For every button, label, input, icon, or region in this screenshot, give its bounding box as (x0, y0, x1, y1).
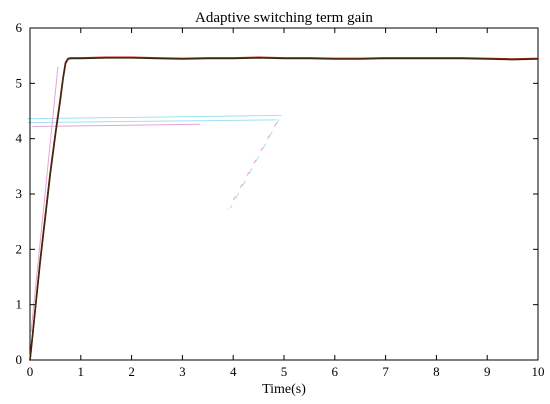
artifact-line (32, 123, 201, 127)
x-tick-label: 5 (281, 364, 288, 379)
x-axis-ticks: 0 1 2 3 4 5 6 7 8 9 10 (27, 28, 545, 379)
artifact-line (27, 119, 277, 124)
y-tick-label: 4 (16, 131, 23, 146)
x-tick-label: 2 (128, 364, 135, 379)
y-tick-label: 6 (16, 20, 23, 35)
x-tick-label: 1 (78, 364, 85, 379)
series-group (29, 56, 539, 361)
x-tick-label: 3 (179, 364, 186, 379)
artifact-line (30, 66, 59, 333)
chart-title: Adaptive switching term gain (195, 10, 373, 26)
x-axis-title: Time(s) (262, 382, 306, 397)
y-tick-label: 2 (16, 241, 23, 256)
y-axis-ticks: 0 1 2 3 4 5 6 (16, 20, 538, 367)
artifact-line (227, 122, 277, 210)
y-tick-label: 5 (16, 75, 23, 90)
x-tick-label: 4 (230, 364, 237, 379)
x-tick-label: 10 (532, 364, 545, 379)
faint-artifact-lines (27, 66, 282, 333)
artifact-line (230, 119, 280, 209)
x-tick-label: 9 (484, 364, 491, 379)
y-tick-label: 3 (16, 186, 23, 201)
x-tick-label: 0 (27, 364, 34, 379)
x-tick-label: 6 (332, 364, 339, 379)
x-tick-label: 7 (382, 364, 389, 379)
y-tick-label: 0 (16, 352, 23, 367)
y-tick-label: 1 (16, 297, 23, 312)
series-line-2 (29, 57, 539, 361)
artifact-line (27, 114, 282, 120)
x-tick-label: 8 (433, 364, 440, 379)
